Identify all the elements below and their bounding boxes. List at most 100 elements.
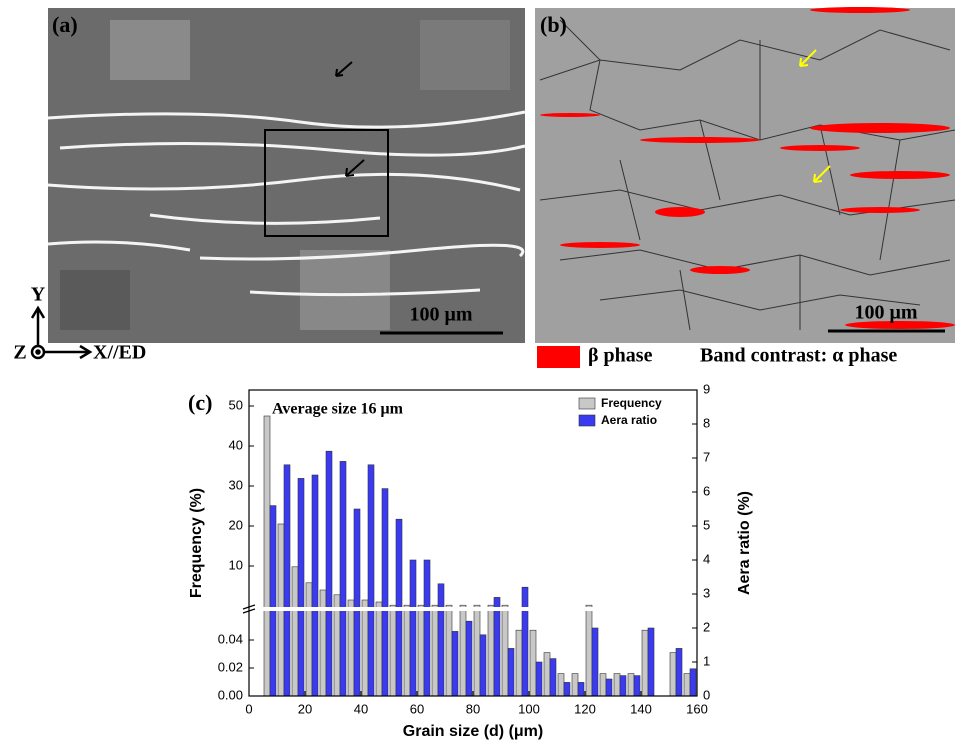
bar <box>535 661 543 697</box>
bar <box>529 629 537 697</box>
y2-tick-label: 1 <box>703 653 710 668</box>
axis-y-label: Y <box>31 284 46 306</box>
y2-tick-label: 0 <box>703 687 710 702</box>
bar <box>347 599 355 697</box>
bar <box>669 652 677 697</box>
bar <box>571 673 579 697</box>
y-tick-label: 30 <box>229 477 243 492</box>
legend-swatch <box>578 397 596 410</box>
beta-swatch <box>537 346 580 368</box>
bar <box>353 508 361 697</box>
bar <box>381 488 389 697</box>
panel-label: (b) <box>540 12 567 37</box>
micrograph-a <box>47 8 526 343</box>
bar <box>451 631 459 697</box>
break-mark <box>242 604 256 614</box>
panel-label: (a) <box>52 12 78 37</box>
x-tick-label: 60 <box>410 701 424 716</box>
bar <box>627 673 635 697</box>
bar <box>521 586 529 697</box>
legend-label: Frequency <box>601 396 662 410</box>
bar <box>291 566 299 697</box>
bar <box>675 648 683 697</box>
y-axis-title: Frequency (%) <box>188 488 205 598</box>
x-axis-title: Grain size (d) (μm) <box>403 723 543 740</box>
bar <box>437 583 445 697</box>
y-tick-label: 10 <box>229 557 243 572</box>
bar <box>501 604 509 697</box>
x-tick-label: 40 <box>354 701 368 716</box>
bar <box>557 673 565 697</box>
bar <box>459 604 467 697</box>
bar <box>403 604 411 697</box>
bar <box>549 658 557 697</box>
bar <box>465 620 473 697</box>
bar <box>633 675 641 697</box>
y-tick-label: 20 <box>229 517 243 532</box>
panel-label: (c) <box>188 390 212 415</box>
bar <box>543 652 551 697</box>
y-tick-label: 0.02 <box>218 659 243 674</box>
bar <box>375 601 383 697</box>
scale-bar-label: 100 μm <box>855 302 918 324</box>
bar <box>311 474 319 697</box>
bar <box>305 582 313 697</box>
bar <box>263 415 271 697</box>
x-tick-label: 100 <box>518 701 540 716</box>
bar <box>619 675 627 697</box>
legend-swatch <box>578 414 596 427</box>
bar <box>269 505 277 697</box>
bar <box>409 559 417 697</box>
y2-tick-label: 2 <box>703 619 710 634</box>
bar <box>297 478 305 697</box>
axes-glyph <box>30 305 93 360</box>
bar <box>493 597 501 697</box>
y-tick-label: 40 <box>229 437 243 452</box>
bar <box>605 678 613 697</box>
axis-break <box>241 607 697 611</box>
bar <box>591 627 599 697</box>
x-tick-label: 20 <box>298 701 312 716</box>
y-tick-label: 50 <box>229 397 243 412</box>
bar <box>339 461 347 697</box>
bar <box>445 604 453 697</box>
bar <box>515 629 523 697</box>
legend-label: Aera ratio <box>601 413 657 427</box>
y2-tick-label: 4 <box>703 551 710 566</box>
y2-tick-label: 8 <box>703 415 710 430</box>
bar <box>647 627 655 697</box>
bar <box>361 599 369 697</box>
bar <box>563 682 571 697</box>
micrograph-b <box>535 7 956 343</box>
bar <box>319 589 327 697</box>
y-tick-label: 0.04 <box>218 631 243 646</box>
y2-tick-label: 9 <box>703 381 710 396</box>
x-tick-label: 0 <box>245 701 252 716</box>
y2-tick-label: 6 <box>703 483 710 498</box>
bar <box>423 559 431 697</box>
alpha-label: Band contrast: α phase <box>700 345 897 367</box>
axis-x-label: X//ED <box>93 342 146 364</box>
bar <box>613 673 621 697</box>
bar <box>473 604 481 697</box>
bar <box>507 648 515 697</box>
bar <box>367 464 375 697</box>
bar <box>431 604 439 697</box>
y2-axis-title: Aera ratio (%) <box>736 491 753 595</box>
bar <box>325 450 333 697</box>
bar <box>417 604 425 697</box>
bar <box>641 629 649 697</box>
annotation: Average size 16 μm <box>272 401 404 418</box>
bar <box>689 668 697 697</box>
bar <box>487 604 495 697</box>
axis-z-label: Z <box>13 342 26 364</box>
beta-label: β phase <box>588 345 653 367</box>
bar <box>683 673 691 697</box>
y2-tick-label: 7 <box>703 449 710 464</box>
bar <box>389 604 397 697</box>
y2-tick-label: 3 <box>703 585 710 600</box>
x-tick-label: 140 <box>630 701 652 716</box>
y-tick-label: 0.00 <box>218 687 243 702</box>
bar <box>479 634 487 697</box>
